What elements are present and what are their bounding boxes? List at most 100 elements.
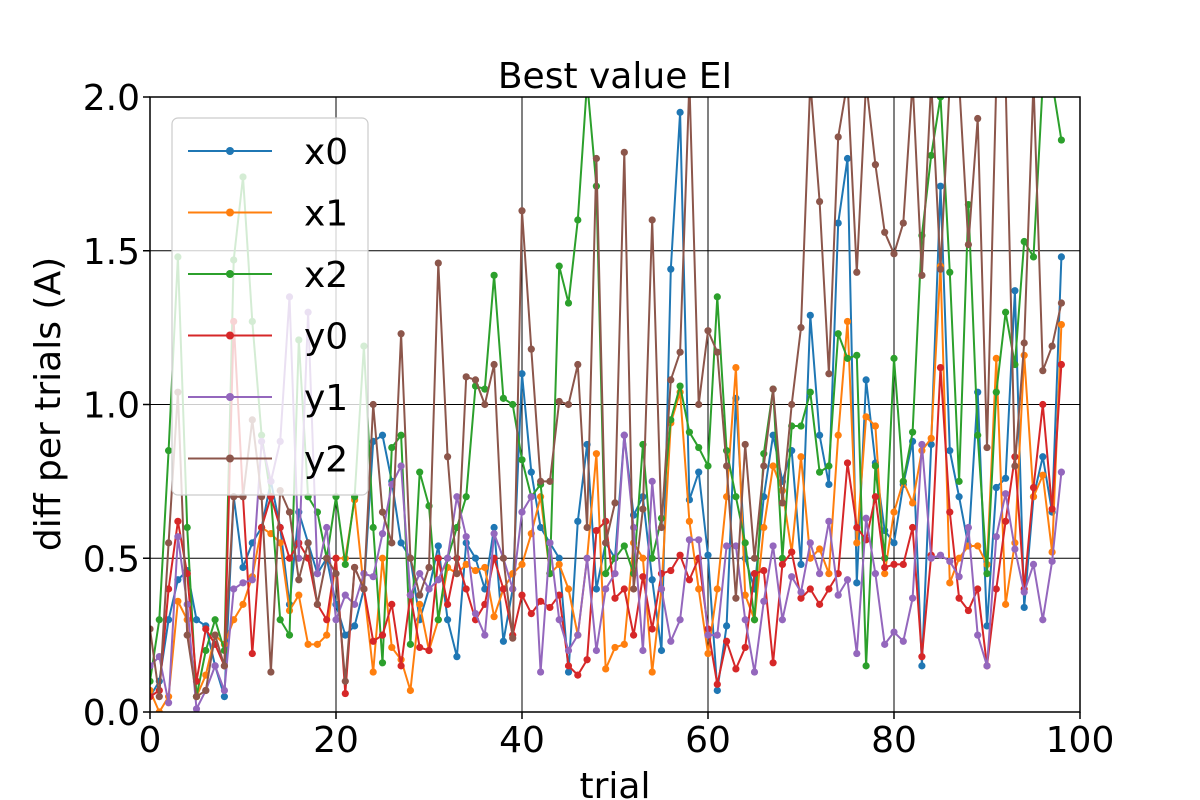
data-point-x1 xyxy=(295,591,303,599)
data-point-x2 xyxy=(853,351,861,359)
data-point-x1 xyxy=(695,585,703,593)
data-point-y2 xyxy=(741,440,749,449)
data-point-y2 xyxy=(267,668,275,676)
data-point-x0 xyxy=(537,523,545,532)
data-point-x0 xyxy=(992,483,1000,492)
data-point-y2 xyxy=(676,348,684,356)
data-point-y0 xyxy=(574,671,582,679)
data-point-y0 xyxy=(788,548,796,556)
data-point-y0 xyxy=(639,573,647,581)
data-point-y2 xyxy=(918,271,926,279)
data-point-y1 xyxy=(183,600,191,608)
data-point-y2 xyxy=(760,462,768,470)
data-point-x1 xyxy=(639,554,647,562)
data-point-y2 xyxy=(853,268,861,276)
data-point-x0 xyxy=(499,637,507,645)
data-point-y2 xyxy=(378,508,387,516)
data-point-y2 xyxy=(620,148,628,156)
data-point-x0 xyxy=(676,108,684,116)
data-point-y2 xyxy=(150,625,154,633)
data-point-y1 xyxy=(406,591,414,599)
legend-item-y0: y0 xyxy=(188,317,348,358)
data-point-x0 xyxy=(667,265,675,273)
data-point-x1 xyxy=(490,613,498,621)
data-point-x1 xyxy=(239,600,247,608)
data-point-y0 xyxy=(248,649,256,658)
legend-item-x0: x0 xyxy=(188,132,348,173)
data-point-y1 xyxy=(909,594,917,602)
data-point-y0 xyxy=(1039,400,1047,409)
data-point-x0 xyxy=(1011,287,1019,295)
data-point-x1 xyxy=(592,450,601,458)
data-point-y2 xyxy=(388,539,396,547)
data-point-y2 xyxy=(397,330,405,338)
data-point-x1 xyxy=(797,453,805,461)
data-point-y1 xyxy=(220,686,228,695)
data-point-y1 xyxy=(481,631,489,639)
data-point-y2 xyxy=(964,241,973,249)
data-point-y1 xyxy=(592,646,601,655)
data-point-y1 xyxy=(583,554,591,562)
data-point-x1 xyxy=(611,643,619,652)
data-point-x1 xyxy=(406,686,414,695)
data-point-y2 xyxy=(499,554,507,562)
legend-label: y2 xyxy=(304,440,348,481)
data-point-x0 xyxy=(555,554,563,562)
data-point-y0 xyxy=(778,560,787,569)
data-point-y0 xyxy=(630,631,638,639)
data-point-y2 xyxy=(834,133,842,141)
data-point-x1 xyxy=(713,585,721,593)
data-point-y0 xyxy=(583,656,591,664)
data-point-y0 xyxy=(992,585,1000,593)
data-point-y1 xyxy=(797,588,805,596)
data-point-x0 xyxy=(946,447,954,455)
data-point-y1 xyxy=(713,631,721,639)
data-point-y0 xyxy=(1048,505,1056,513)
data-point-y0 xyxy=(462,585,470,593)
data-point-y2 xyxy=(165,539,173,547)
data-point-x0 xyxy=(955,493,963,501)
data-point-x2 xyxy=(341,560,349,569)
data-point-y2 xyxy=(667,376,675,384)
data-point-y1 xyxy=(527,493,535,501)
data-point-y2 xyxy=(1057,299,1065,307)
data-point-y0 xyxy=(444,600,452,608)
data-point-y2 xyxy=(723,462,731,470)
data-point-y1 xyxy=(741,616,749,624)
data-point-y2 xyxy=(518,207,526,215)
data-point-y2 xyxy=(332,570,340,578)
data-point-y1 xyxy=(378,530,387,538)
data-point-x0 xyxy=(927,440,935,449)
data-point-x2 xyxy=(202,646,210,655)
data-point-y0 xyxy=(918,653,926,661)
data-point-y1 xyxy=(416,570,424,578)
data-point-y0 xyxy=(150,693,154,701)
data-point-x1 xyxy=(992,354,1000,362)
data-point-y1 xyxy=(1020,588,1028,596)
data-point-y2 xyxy=(509,634,517,642)
data-point-y0 xyxy=(890,560,898,569)
x-tick-label: 0 xyxy=(139,720,162,761)
data-point-x2 xyxy=(276,616,284,624)
legend-item-x1: x1 xyxy=(188,194,348,235)
data-point-y2 xyxy=(936,265,945,273)
data-point-x2 xyxy=(434,616,442,624)
data-point-y1 xyxy=(778,616,787,624)
data-point-y0 xyxy=(871,493,880,501)
data-point-y1 xyxy=(397,462,405,470)
data-point-y1 xyxy=(313,570,321,578)
data-point-x1 xyxy=(825,570,833,578)
data-point-y2 xyxy=(192,693,201,701)
data-point-y0 xyxy=(397,662,405,670)
data-point-x0 xyxy=(825,480,833,489)
data-point-x2 xyxy=(713,293,721,301)
data-point-y0 xyxy=(527,610,535,618)
data-point-x2 xyxy=(369,523,377,532)
data-point-y1 xyxy=(899,637,907,645)
data-point-y2 xyxy=(453,570,461,578)
data-point-x2 xyxy=(704,462,712,470)
data-point-x0 xyxy=(723,622,731,630)
data-point-x1 xyxy=(416,600,424,608)
data-point-y2 xyxy=(323,554,331,562)
